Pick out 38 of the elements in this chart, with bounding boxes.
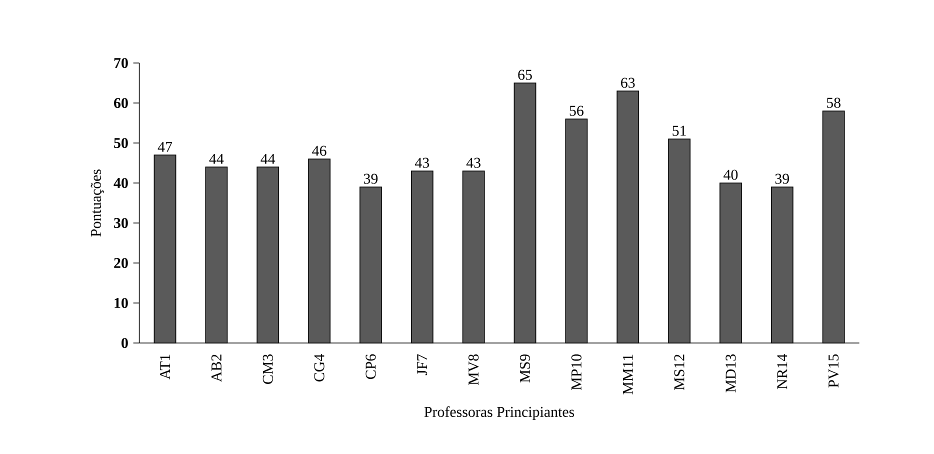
x-tick-label: AT1 — [160, 354, 170, 380]
data-label: 44 — [260, 154, 276, 164]
data-label: 44 — [209, 154, 224, 164]
x-tick-label: NR14 — [777, 354, 788, 390]
data-label: 47 — [158, 142, 172, 152]
x-tick-label: CP6 — [366, 354, 376, 379]
x-tick-label: MD13 — [726, 354, 736, 392]
y-tick-label: 30 — [114, 218, 128, 228]
data-label: 63 — [621, 78, 635, 88]
data-label: 46 — [312, 146, 326, 156]
data-label: 43 — [466, 158, 480, 168]
y-tick-label: 60 — [114, 98, 128, 108]
y-tick-label: 70 — [114, 58, 128, 68]
y-tick-label: 0 — [122, 338, 128, 348]
data-label: 58 — [826, 98, 840, 108]
y-tick-label: 10 — [114, 298, 128, 308]
x-tick-label: MV8 — [468, 354, 479, 385]
y-tick-label: 50 — [114, 138, 128, 148]
x-tick-label: MS9 — [520, 354, 530, 382]
x-tick-label: MM11 — [622, 354, 633, 394]
x-tick-label: AB2 — [211, 354, 222, 382]
data-label: 43 — [414, 158, 430, 168]
x-axis-title: Professoras Principiantes — [424, 406, 574, 420]
data-label: 56 — [570, 106, 584, 116]
y-tick-label: 20 — [114, 258, 128, 268]
data-label: 39 — [364, 174, 378, 184]
data-label: 65 — [518, 70, 532, 80]
x-tick-label: JF7 — [417, 354, 428, 376]
x-tick-label: PV15 — [828, 354, 839, 388]
data-label: 39 — [775, 174, 790, 184]
data-label: 51 — [672, 126, 686, 136]
y-tick-label: 40 — [114, 178, 128, 188]
y-axis-title: Pontuações — [90, 170, 104, 237]
x-tick-label: MP10 — [571, 354, 582, 390]
x-tick-label: CG4 — [314, 354, 324, 382]
x-tick-label: CM3 — [262, 354, 273, 384]
data-label: 40 — [724, 170, 738, 180]
x-tick-label: MS12 — [674, 354, 684, 390]
